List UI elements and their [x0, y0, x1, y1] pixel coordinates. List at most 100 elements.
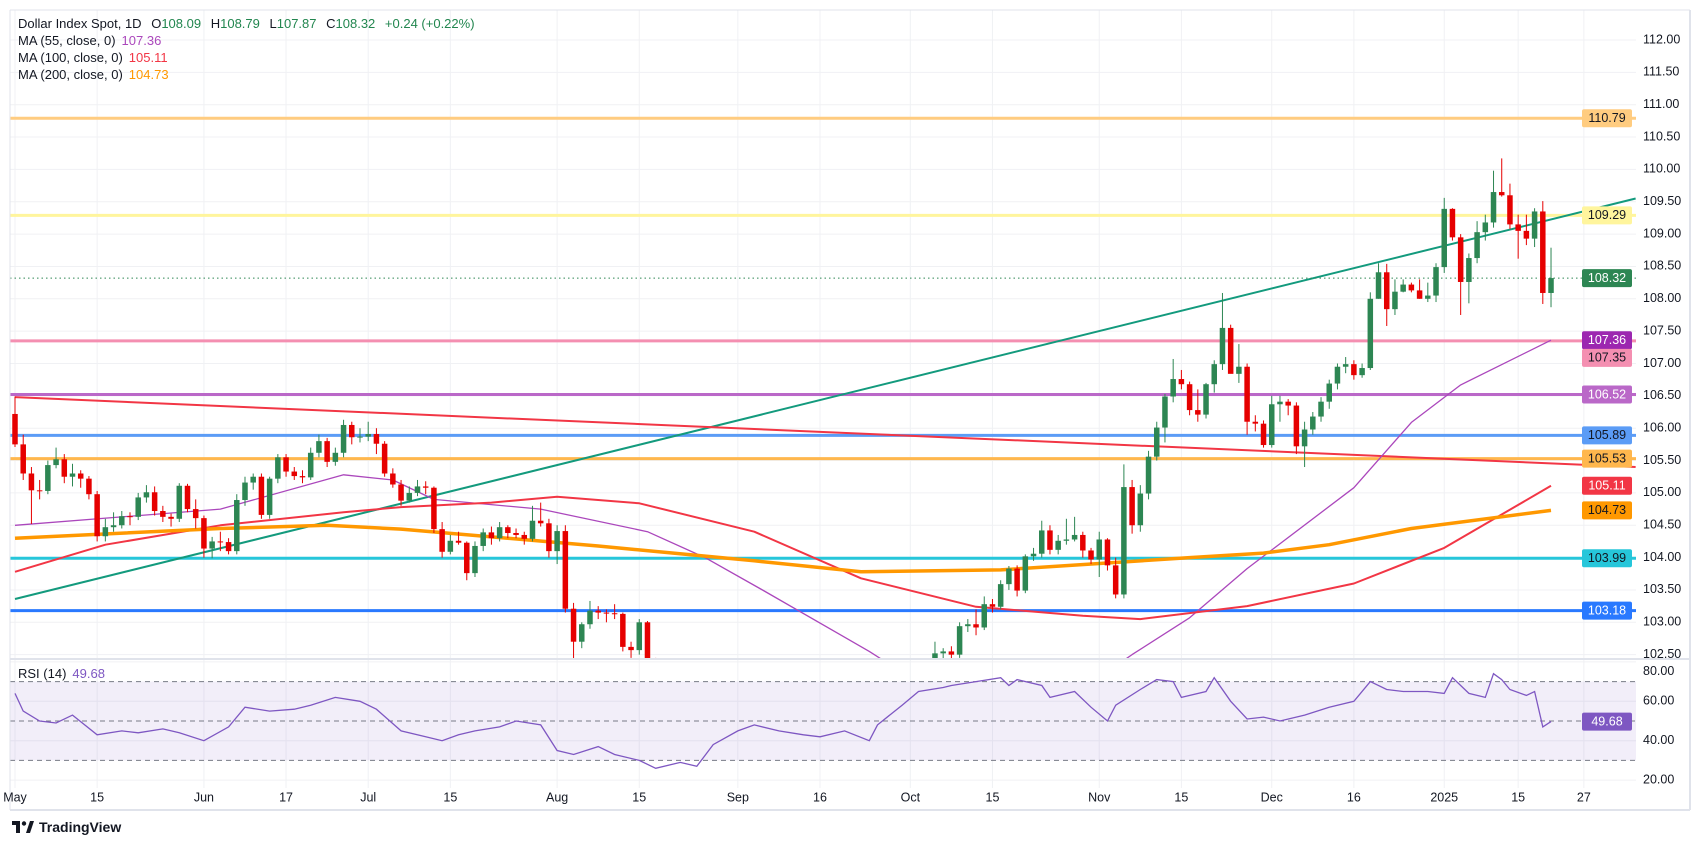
candle-body: [1277, 401, 1283, 405]
price-level-label[interactable]: 103.99: [1582, 549, 1632, 568]
candle-body: [447, 540, 454, 552]
candle-body: [1326, 383, 1332, 402]
candle-body: [1548, 278, 1554, 293]
time-axis[interactable]: May 15 Jun 17 Jul 15 Aug 15 Sep 16 Oct 15 Nov 15 Dec 16…: [3, 790, 1591, 804]
candle-body: [119, 516, 125, 526]
price-axis[interactable]: 112.00 111.50 111.00 110.50 110.00 109.50 109.…: [1643, 32, 1681, 786]
price-level-label[interactable]: 107.35: [1582, 348, 1632, 367]
rsi-value: 49.68: [72, 666, 105, 681]
candle-body: [1293, 405, 1300, 447]
time-tick-label: Nov: [1088, 790, 1111, 804]
candle: [1449, 208, 1456, 241]
price-tick-label: 110.00: [1643, 162, 1680, 176]
time-tick-label: 15: [1511, 790, 1525, 804]
candle-body: [1252, 421, 1259, 424]
candle-body: [266, 478, 273, 515]
candle-body: [324, 441, 330, 462]
candle: [1080, 531, 1086, 558]
time-tick-label: 16: [1347, 790, 1361, 804]
price-level-label[interactable]: 104.73: [1582, 501, 1632, 520]
candle: [1498, 158, 1505, 197]
price-level-label[interactable]: 103.18: [1582, 601, 1632, 620]
price-level-label[interactable]: 107.36: [1582, 331, 1632, 350]
rsi-pane[interactable]: [10, 672, 1636, 769]
rsi-label-background: [1582, 712, 1632, 731]
price-tick-label: 105.00: [1643, 485, 1681, 499]
candle-body: [258, 476, 265, 515]
candle: [1466, 253, 1472, 304]
candle-body: [1162, 396, 1168, 428]
candle-body: [28, 473, 35, 491]
trendline[interactable]: [14, 197, 1636, 600]
price-level-tags[interactable]: 110.79 109.29 108.32 107.36 107.35 106.52 105.…: [1582, 109, 1632, 731]
ma200-legend[interactable]: MA (200, close, 0) 104.73: [18, 66, 475, 83]
candle: [1342, 357, 1349, 374]
rsi-tick-label: 80.00: [1643, 664, 1674, 678]
price-tick-label: 109.50: [1643, 194, 1681, 208]
tradingview-logo[interactable]: TradingView: [12, 819, 121, 835]
candle-body: [357, 436, 363, 438]
rsi-label: RSI (14): [18, 666, 67, 681]
candle: [1129, 479, 1135, 534]
rsi-value-label[interactable]: 49.68: [1582, 712, 1632, 731]
candle: [365, 421, 371, 442]
candle: [340, 419, 347, 458]
rsi-legend[interactable]: RSI (14) 49.68: [18, 666, 105, 681]
rsi-line: [14, 672, 1552, 769]
candle-body: [1137, 493, 1144, 526]
candle: [521, 531, 528, 545]
candle: [1441, 197, 1447, 273]
candle-body: [160, 511, 166, 517]
candle: [891, 771, 897, 806]
candle: [595, 606, 601, 620]
symbol-title[interactable]: Dollar Index Spot, 1D: [18, 16, 142, 31]
candle: [464, 541, 470, 581]
price-level-label[interactable]: 106.52: [1582, 385, 1632, 404]
candle-body: [1498, 192, 1505, 196]
candle: [1022, 554, 1029, 594]
candle-body: [1301, 429, 1308, 447]
candle-body: [981, 604, 988, 628]
price-label-background: [1582, 426, 1632, 445]
price-label-text: 107.35: [1588, 351, 1626, 365]
ma55-legend[interactable]: MA (55, close, 0) 107.36: [18, 32, 475, 49]
candle-body: [69, 473, 76, 477]
price-label-text: 109.29: [1588, 208, 1626, 222]
candle-body: [316, 441, 322, 453]
candle: [307, 447, 314, 480]
candle-body: [201, 518, 207, 549]
rsi-tick-label: 60.00: [1643, 694, 1674, 708]
candle-body: [36, 490, 43, 492]
price-level-label[interactable]: 110.79: [1582, 109, 1632, 128]
price-level-label[interactable]: 105.11: [1582, 476, 1632, 495]
price-level-label[interactable]: 108.32: [1582, 269, 1632, 288]
candle: [1457, 234, 1464, 315]
candle-body: [225, 542, 232, 552]
candle-body: [143, 492, 150, 498]
rsi-tick-label: 40.00: [1643, 733, 1674, 747]
ma200-label: MA (200, close, 0): [18, 67, 123, 82]
price-label-background: [1582, 269, 1632, 288]
price-level-label[interactable]: 109.29: [1582, 206, 1632, 225]
time-tick-label: 2025: [1430, 790, 1458, 804]
price-level-label[interactable]: 105.89: [1582, 426, 1632, 445]
time-tick-label: 15: [632, 790, 646, 804]
candle: [1531, 208, 1538, 248]
candle: [1408, 282, 1415, 293]
candle: [932, 641, 938, 658]
candle: [1310, 412, 1316, 435]
ma100-legend[interactable]: MA (100, close, 0) 105.11: [18, 49, 475, 66]
candle: [184, 483, 191, 513]
candle: [1178, 369, 1185, 390]
price-level-label[interactable]: 105.53: [1582, 449, 1632, 468]
candle-body: [439, 529, 445, 552]
candle: [299, 470, 306, 484]
trendline[interactable]: [14, 396, 1636, 469]
candle-body: [1104, 539, 1111, 566]
main-pane[interactable]: [10, 116, 1636, 806]
candle-body: [1425, 295, 1431, 299]
candle-body: [291, 471, 298, 477]
candle: [587, 600, 593, 629]
candle-body: [1014, 568, 1020, 591]
